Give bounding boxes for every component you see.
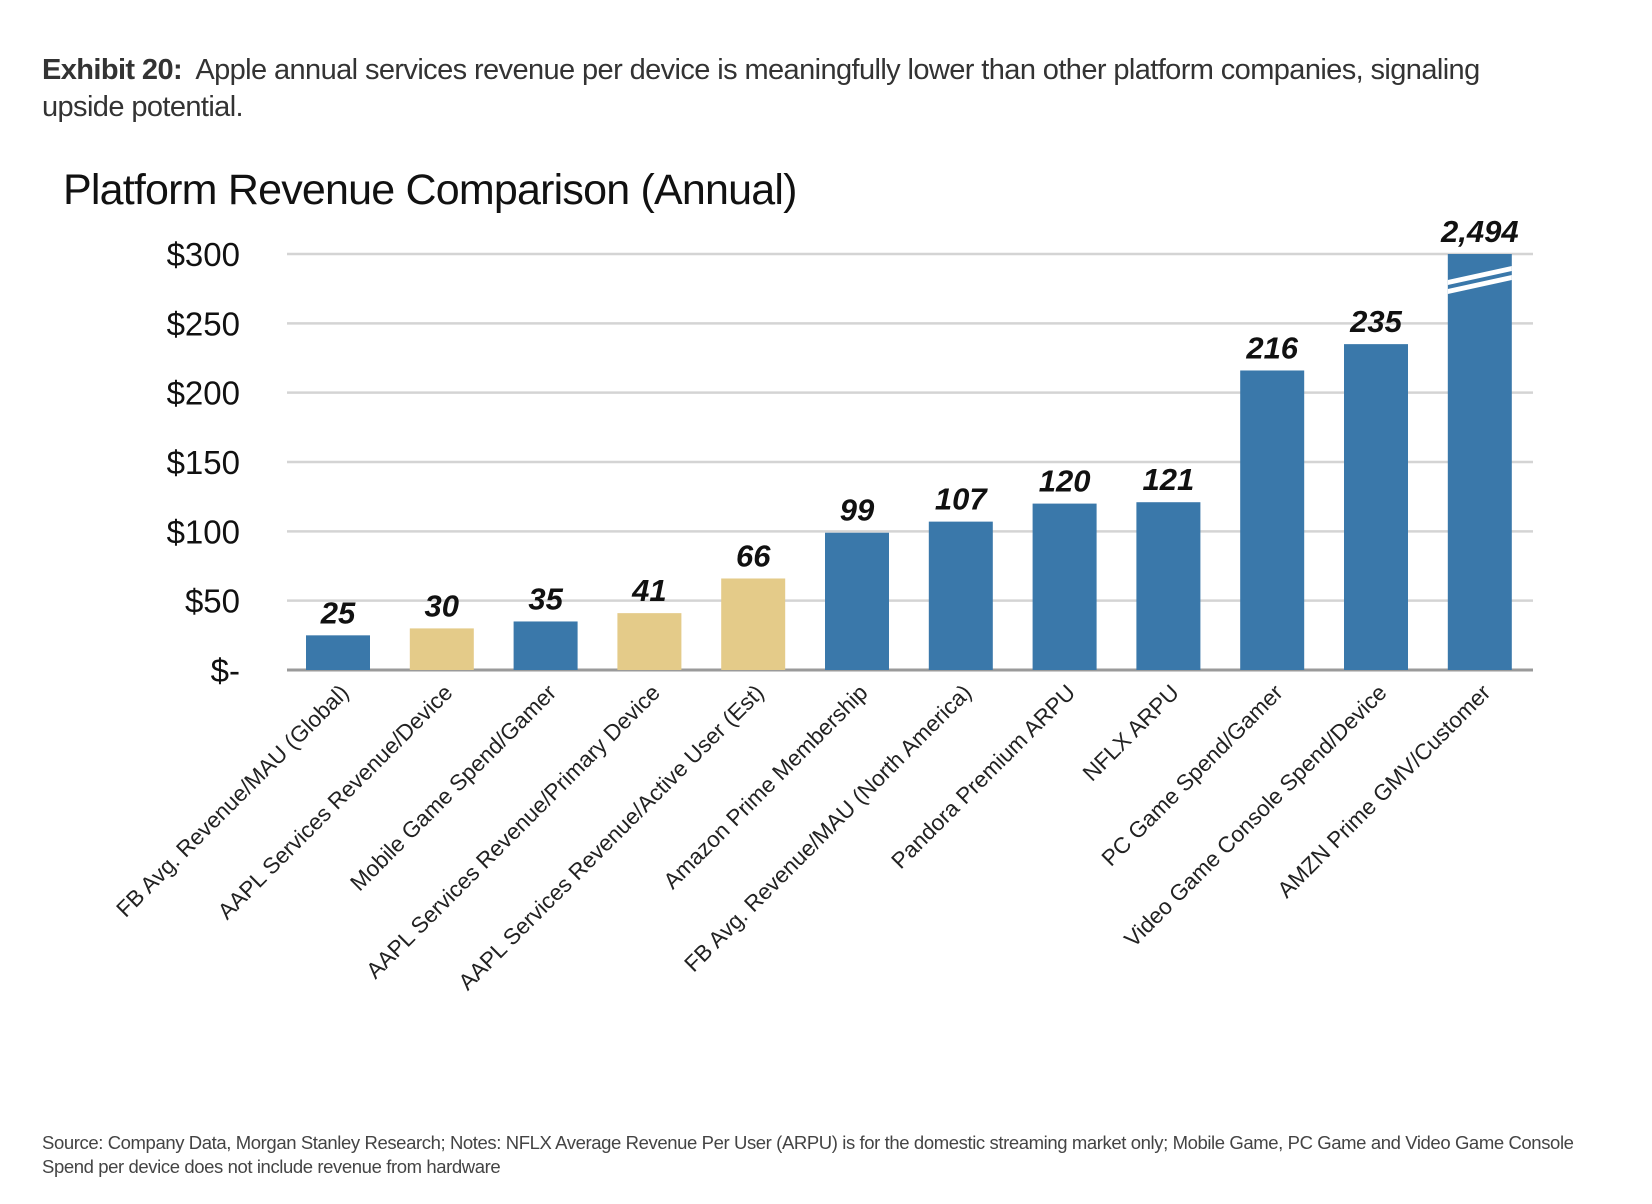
bar [409,628,474,670]
x-tick-label: PC Game Spend/Gamer [1097,680,1288,871]
bar-value-label: 107 [935,482,988,517]
bar-value-label: 25 [320,595,356,630]
x-tick-label: Amazon Prime Membership [659,680,873,894]
gridlines [287,252,1533,672]
bars [306,254,1512,670]
y-tick-label: $- [211,652,240,689]
x-tick-label: FB Avg. Revenue/MAU (Global) [112,680,354,922]
bar [1240,370,1305,670]
exhibit-text: Apple annual services revenue per device… [42,54,1480,123]
y-tick-label: $150 [167,444,240,481]
bar [928,521,993,670]
axis-break-mark [1447,275,1512,294]
x-tick-label: Pandora Premium ARPU [886,680,1080,874]
bar-value-label: 235 [1349,304,1402,339]
bar [1032,503,1097,670]
bar [617,613,682,670]
axis-break-mark [1447,266,1512,285]
bar-value-label: 216 [1245,330,1298,365]
bar-value-labels: 25 30 35 41 66 99 107 120 121 216 235 2,494 [320,214,1519,630]
chart-title: Platform Revenue Comparison (Annual) [63,166,797,214]
bar [1344,344,1408,670]
exhibit-label: Exhibit 20: [42,54,183,86]
bar-value-label: 35 [528,581,563,616]
y-tick-label: $250 [167,305,240,342]
bar [1136,502,1201,670]
bar-value-label: 41 [631,573,666,608]
bar-value-label: 121 [1143,462,1195,497]
source-note: Source: Company Data, Morgan Stanley Res… [42,1132,1574,1177]
bar [825,532,889,670]
bar [306,635,370,670]
bar-value-label: 66 [736,538,771,573]
x-tick-label: Mobile Game Spend/Gamer [345,680,561,896]
y-axis-tick-labels: $- $50 $100 $150 $200 $250 $300 [167,236,240,689]
bar [721,578,786,670]
x-tick-label: AMZN Prime GMV/Customer [1273,680,1496,903]
bar [1447,254,1512,670]
x-axis-category-labels: FB Avg. Revenue/MAU (Global)AAPL Service… [112,680,1496,995]
bar-value-label: 99 [840,493,875,528]
y-tick-label: $200 [167,375,240,412]
x-tick-label: NFLX ARPU [1078,680,1184,786]
bar-value-label: 120 [1039,464,1091,499]
bar [513,621,578,670]
bar-value-label: 30 [425,588,459,623]
bar-value-label: 2,494 [1440,214,1519,249]
y-tick-label: $100 [167,513,240,550]
y-tick-label: $50 [185,583,240,620]
y-tick-label: $300 [167,236,240,273]
exhibit-caption: Exhibit 20: Apple annual services revenu… [42,52,1542,126]
